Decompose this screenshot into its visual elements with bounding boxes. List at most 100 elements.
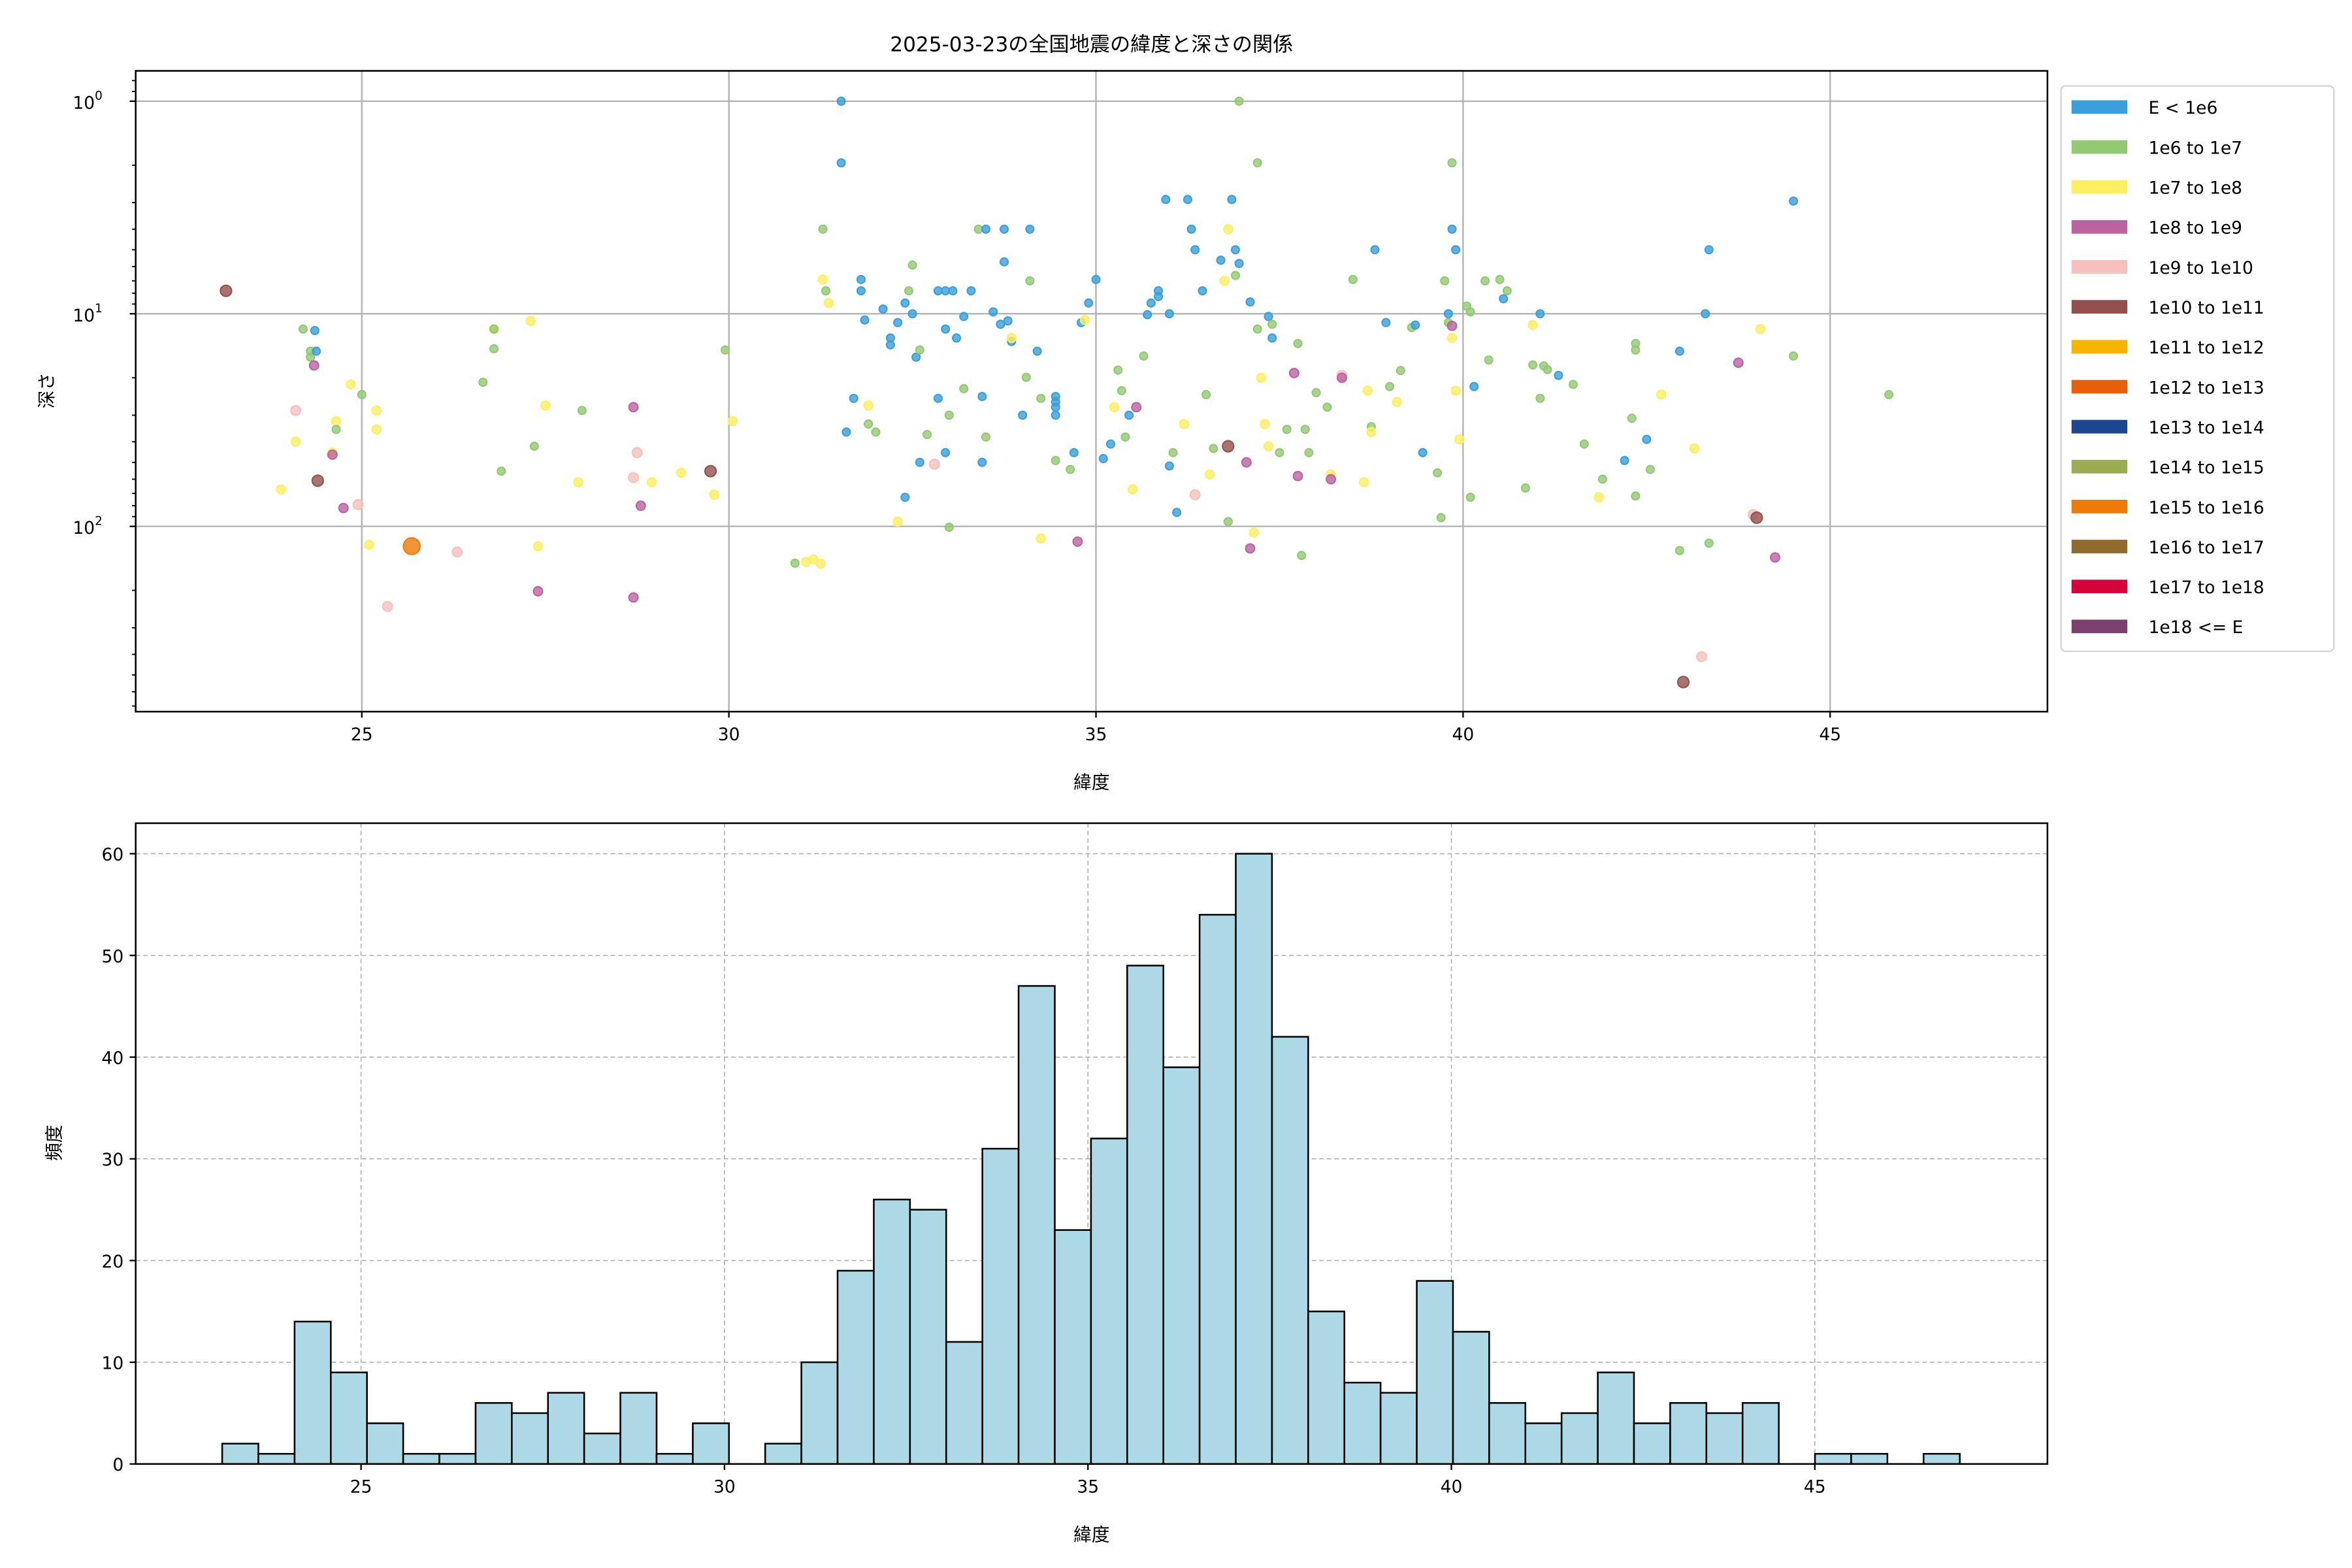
legend-swatch [2071,500,2128,514]
scatter-point [1245,297,1255,307]
histogram-y-tick-label: 60 [101,845,123,865]
scatter-point [1241,457,1252,468]
scatter-point [1535,393,1545,403]
tick-base: 10 [73,306,95,326]
scatter-point [944,410,954,420]
histogram-bar [873,1198,911,1465]
histogram-x-label: 緯度 [1073,1524,1109,1545]
scatter-point [1436,513,1446,523]
scatter-point [948,286,958,296]
scatter-point [1036,533,1046,544]
scatter-point [1186,224,1196,234]
scatter-point [907,309,917,319]
histogram-bar [221,1443,259,1465]
scatter-point [1139,351,1149,361]
scatter-point [871,427,881,437]
scatter-point [1252,158,1262,168]
scatter-point [1484,355,1494,365]
scatter-point [1091,274,1101,284]
scatter-point [1161,195,1171,204]
histogram-y-tick-label: 50 [101,947,123,967]
scatter-point [944,523,954,532]
scatter-point [1117,385,1126,395]
scatter-point [893,318,903,327]
scatter-point [1311,387,1321,398]
scatter-point [331,425,341,434]
scatter-point [1256,372,1267,383]
scatter-point [628,472,639,483]
scatter-point [1304,448,1314,457]
scatter-point [529,442,539,451]
legend-swatch [2071,380,2128,394]
scatter-point [1260,419,1270,429]
scatter-point [720,345,730,355]
scatter-point [382,600,393,612]
scatter-point [1392,397,1402,408]
scatter-point [1597,474,1607,484]
scatter-point [1216,255,1226,265]
scatter-point [1252,324,1262,334]
scatter-point [1267,319,1277,329]
histogram-plot: 25 30 35 40 45 0 10 20 30 40 50 60 緯度 頻度 [43,822,2049,1545]
scatter-point [1447,224,1457,234]
histogram-bar [1488,1402,1527,1465]
scatter-point [1072,536,1083,547]
scatter-point [352,498,364,510]
scatter-point [1554,370,1563,380]
histogram-bar [1922,1452,1961,1465]
histogram-bars [221,853,1961,1465]
histogram-bar [1343,1381,1382,1465]
histogram-bar [257,1452,296,1465]
legend-label: 1e7 to 1e8 [2148,178,2242,199]
legend-swatch [2071,580,2128,594]
histogram-y-tick-label: 0 [112,1455,123,1475]
scatter-point [892,516,903,527]
scatter-point [1190,245,1200,255]
scatter-point [540,400,551,411]
scatter-point [856,286,866,296]
scatter-point [981,432,990,442]
scatter-point [1146,298,1156,308]
scatter-point [1750,511,1763,524]
scatter-point [860,315,870,325]
scatter-point [489,344,499,353]
histogram-bar [692,1422,730,1465]
legend-label: 1e13 to 1e14 [2148,417,2264,438]
scatter-point [1520,483,1530,493]
scatter-point [1179,419,1190,429]
scatter-point [276,484,286,495]
scatter-point [635,500,646,512]
legend-swatch [2071,459,2128,474]
histogram-bar [1741,1402,1780,1465]
scatter-point [849,393,858,403]
legend-swatch [2071,300,2128,314]
scatter-point [1000,224,1009,234]
scatter-point [346,379,356,390]
legend-label: 1e18 <= E [2148,617,2243,638]
scatter-point [290,436,301,447]
scatter-point [1348,274,1358,284]
scatter-point [951,333,962,343]
legend-label: 1e15 to 1e16 [2148,498,2264,518]
histogram-bar [438,1452,477,1465]
scatter-point [532,586,544,596]
scatter-point [1282,425,1292,434]
scatter-point [1109,402,1120,412]
scatter-point [1204,469,1215,480]
scatter-point [1223,224,1233,235]
histogram-bar [1379,1392,1418,1465]
scatter-point [1230,270,1241,280]
scatter-point [821,286,831,296]
histogram-y-tick-label: 10 [101,1353,123,1373]
scatter-point [709,489,719,500]
histogram-bar [1235,853,1273,1465]
histogram-bar [1126,964,1164,1465]
scatter-point [1469,382,1479,391]
scatter-x-tick-label: 40 [1452,725,1474,745]
scatter-point [1018,410,1028,420]
scatter-point [1451,245,1461,255]
scatter-point [1219,276,1230,286]
scatter-point [1502,286,1512,296]
scatter-point [836,96,846,106]
scatter-point [1704,245,1714,255]
